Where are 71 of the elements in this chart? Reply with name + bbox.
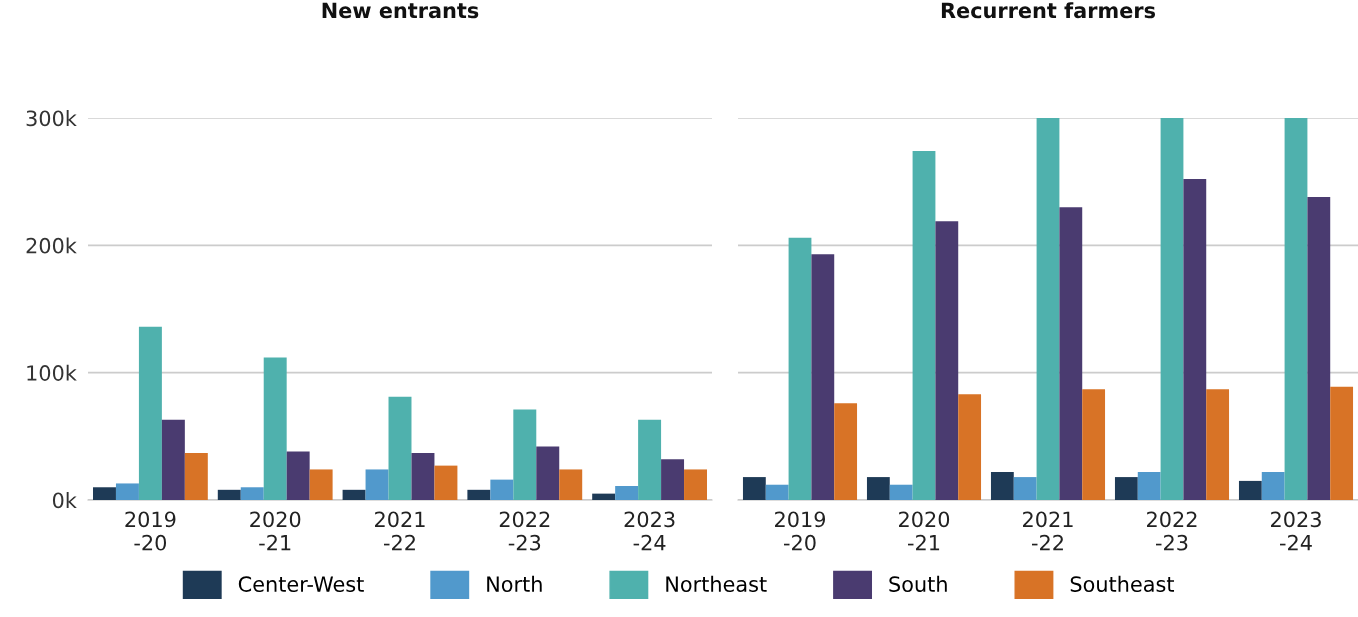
- bar: [115, 483, 139, 500]
- x-tick-label: 2023 -24: [624, 511, 675, 551]
- bar: [559, 469, 583, 500]
- bar: [990, 471, 1014, 500]
- x-tick-label: 2019 -20: [775, 511, 826, 551]
- bar: [866, 477, 890, 500]
- bar: [1013, 477, 1037, 500]
- y-tick-label: 300k: [26, 110, 77, 127]
- chart-title: Recurrent farmers: [941, 2, 1156, 19]
- bar: [638, 419, 662, 500]
- bar: [661, 459, 685, 500]
- legend-label: Center-West: [238, 576, 364, 592]
- bar: [263, 357, 287, 500]
- bar: [834, 403, 858, 500]
- x-tick-label: 2022 -23: [499, 511, 550, 551]
- x-tick-label: 2020 -21: [899, 511, 950, 551]
- bar: [684, 469, 708, 500]
- y-tick-label: 100k: [27, 364, 77, 381]
- bar: [1160, 118, 1184, 500]
- bar: [765, 484, 789, 500]
- bar: [388, 396, 412, 500]
- bar: [490, 479, 514, 500]
- bar: [467, 489, 491, 500]
- legend-label: South: [889, 575, 947, 592]
- bar: [912, 151, 936, 500]
- bar: [958, 394, 982, 500]
- bar: [184, 452, 208, 500]
- bar: [342, 489, 366, 500]
- x-tick-label: 2019 -20: [125, 511, 176, 551]
- legend-label: Northeast: [666, 575, 767, 592]
- bar: [365, 469, 389, 500]
- bar: [889, 484, 913, 500]
- y-tick-label: 0k: [52, 492, 77, 509]
- chart-title: New entrants: [322, 2, 479, 19]
- x-tick-label: 2021 -22: [1023, 511, 1073, 551]
- bar: [240, 487, 264, 500]
- bar: [309, 469, 333, 500]
- bar: [217, 489, 241, 500]
- bar: [1183, 179, 1207, 500]
- bar: [1238, 480, 1262, 500]
- legend-label: Southeast: [1070, 575, 1175, 592]
- bar: [788, 237, 812, 500]
- bar: [1114, 477, 1138, 500]
- bar: [434, 465, 458, 500]
- x-tick-label: 2023 -24: [1271, 511, 1321, 551]
- bar: [1206, 389, 1230, 500]
- bar: [615, 485, 639, 500]
- x-tick-label: 2020 -21: [250, 511, 301, 551]
- x-tick-label: 2022 -23: [1147, 511, 1197, 551]
- bar: [811, 254, 835, 500]
- bar: [1330, 386, 1354, 500]
- bar: [411, 452, 435, 500]
- bar: [1284, 118, 1308, 500]
- bar: [1307, 196, 1331, 500]
- bar: [742, 477, 766, 500]
- bar: [161, 419, 185, 500]
- bar: [513, 409, 537, 500]
- bar: [1137, 471, 1161, 500]
- y-tick-label: 200k: [26, 237, 77, 254]
- bar: [935, 221, 959, 500]
- x-tick-label: 2021 -22: [375, 511, 425, 551]
- bar: [1036, 118, 1060, 500]
- bar: [138, 326, 162, 500]
- bar: [286, 451, 310, 500]
- legend-label: North: [487, 575, 542, 592]
- bar: [1082, 389, 1106, 500]
- bar: [1059, 207, 1083, 500]
- bar: [592, 493, 616, 500]
- bar: [536, 446, 560, 500]
- bar: [92, 487, 116, 500]
- bar: [1261, 471, 1285, 500]
